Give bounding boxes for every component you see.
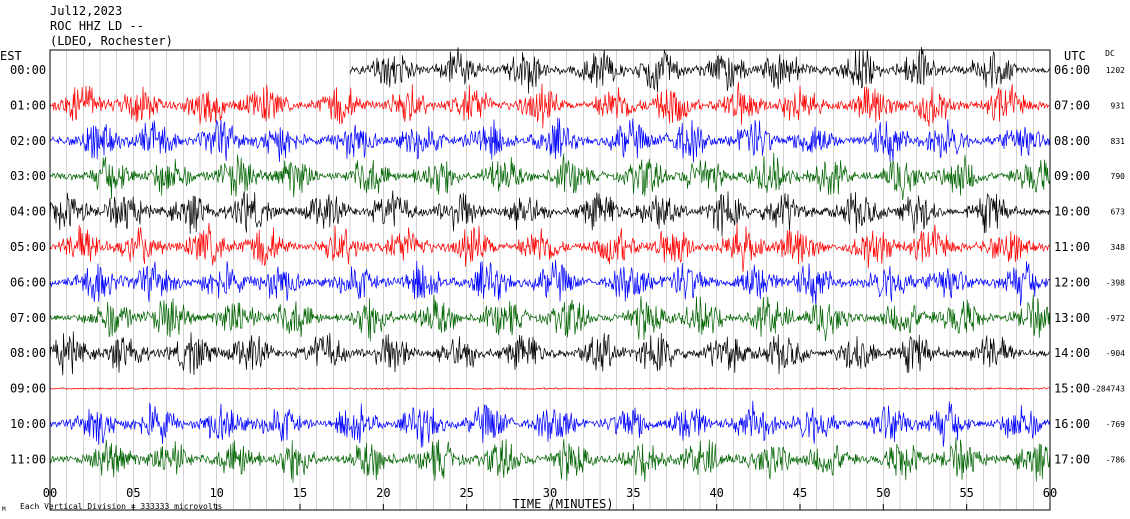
trace-row-0800 — [49, 331, 1050, 376]
row-label-utc: 10:00 — [1054, 205, 1090, 219]
corner-mark: M — [2, 506, 6, 513]
trace-row-0400 — [49, 190, 1051, 237]
row-dc-value: -769 — [1106, 420, 1125, 429]
x-tick-label: 10 — [209, 486, 223, 500]
trace-layer — [49, 46, 1051, 483]
row-label-est: 06:00 — [10, 275, 46, 289]
label-layer: 00:00 06:00 1202 01:00 07:00 931 02:00 08:00 831… — [0, 49, 1125, 513]
axis-label-est: EST — [0, 49, 22, 63]
x-tick-label: 25 — [459, 486, 473, 500]
row-label-est: 01:00 — [10, 98, 46, 112]
trace-row-0200 — [49, 117, 1051, 163]
header-network: (LDEO, Rochester) — [50, 34, 173, 48]
row-label-est: 10:00 — [10, 417, 46, 431]
row-label-utc: 11:00 — [1054, 240, 1090, 254]
row-dc-value: 790 — [1111, 172, 1126, 181]
plot-frame — [49, 49, 1051, 511]
row-dc-value: -398 — [1106, 278, 1125, 287]
row-label-est: 03:00 — [10, 169, 46, 183]
row-label-est: 00:00 — [10, 63, 46, 77]
row-label-utc: 17:00 — [1054, 452, 1090, 466]
trace-row-1100 — [49, 437, 1051, 483]
row-label-est: 05:00 — [10, 240, 46, 254]
row-dc-value: -904 — [1106, 349, 1125, 358]
row-label-est: 04:00 — [10, 205, 46, 219]
trace-row-0100 — [49, 81, 1050, 129]
axis-label-dc: DC — [1105, 49, 1115, 58]
row-dc-value: 348 — [1111, 243, 1126, 252]
scale-note: Each Vertical Division = 333333 microvol… — [20, 502, 222, 511]
trace-row-0500 — [49, 222, 1051, 273]
row-label-utc: 13:00 — [1054, 311, 1090, 325]
row-label-est: 02:00 — [10, 134, 46, 148]
x-tick-label: 35 — [626, 486, 640, 500]
row-dc-value: 831 — [1111, 137, 1126, 146]
x-tick-label: 60 — [1043, 486, 1057, 500]
x-tick-label: 30 — [543, 486, 557, 500]
header-station: ROC HHZ LD -- — [50, 19, 144, 33]
row-label-utc: 07:00 — [1054, 98, 1090, 112]
row-dc-value: 1202 — [1106, 66, 1125, 75]
x-tick-label: 15 — [293, 486, 307, 500]
row-label-utc: 14:00 — [1054, 346, 1090, 360]
row-label-est: 07:00 — [10, 311, 46, 325]
row-label-utc: 06:00 — [1054, 63, 1090, 77]
row-label-utc: 12:00 — [1054, 275, 1090, 289]
trace-row-0300 — [49, 152, 1051, 201]
x-axis-title: TIME (MINUTES) — [512, 497, 613, 511]
trace-row-1000 — [49, 400, 1051, 448]
row-label-utc: 15:00 — [1054, 382, 1090, 396]
row-label-utc: 08:00 — [1054, 134, 1090, 148]
x-tick-label: 45 — [793, 486, 807, 500]
row-label-utc: 16:00 — [1054, 417, 1090, 431]
row-label-est: 08:00 — [10, 346, 46, 360]
row-dc-value: 931 — [1111, 101, 1126, 110]
trace-row-0900 — [49, 386, 1050, 391]
row-dc-value: -972 — [1106, 314, 1125, 323]
x-tick-label: 55 — [959, 486, 973, 500]
x-tick-label: 20 — [376, 486, 390, 500]
chart-grid — [49, 50, 1051, 510]
trace-row-0600 — [49, 259, 1050, 306]
trace-row-0700 — [49, 294, 1051, 342]
x-tick-label: 05 — [126, 486, 140, 500]
row-dc-value: -284743 — [1091, 385, 1125, 394]
row-label-est: 09:00 — [10, 382, 46, 396]
x-tick-label: 40 — [709, 486, 723, 500]
row-label-utc: 09:00 — [1054, 169, 1090, 183]
x-tick-label: 00 — [43, 486, 57, 500]
axis-label-utc: UTC — [1064, 49, 1086, 63]
trace-row-0000 — [349, 46, 1051, 94]
row-dc-value: 673 — [1111, 208, 1126, 217]
header-date: Jul12,2023 — [50, 4, 123, 18]
x-tick-label: 50 — [876, 486, 890, 500]
row-dc-value: -786 — [1106, 455, 1125, 464]
row-label-est: 11:00 — [10, 452, 46, 466]
